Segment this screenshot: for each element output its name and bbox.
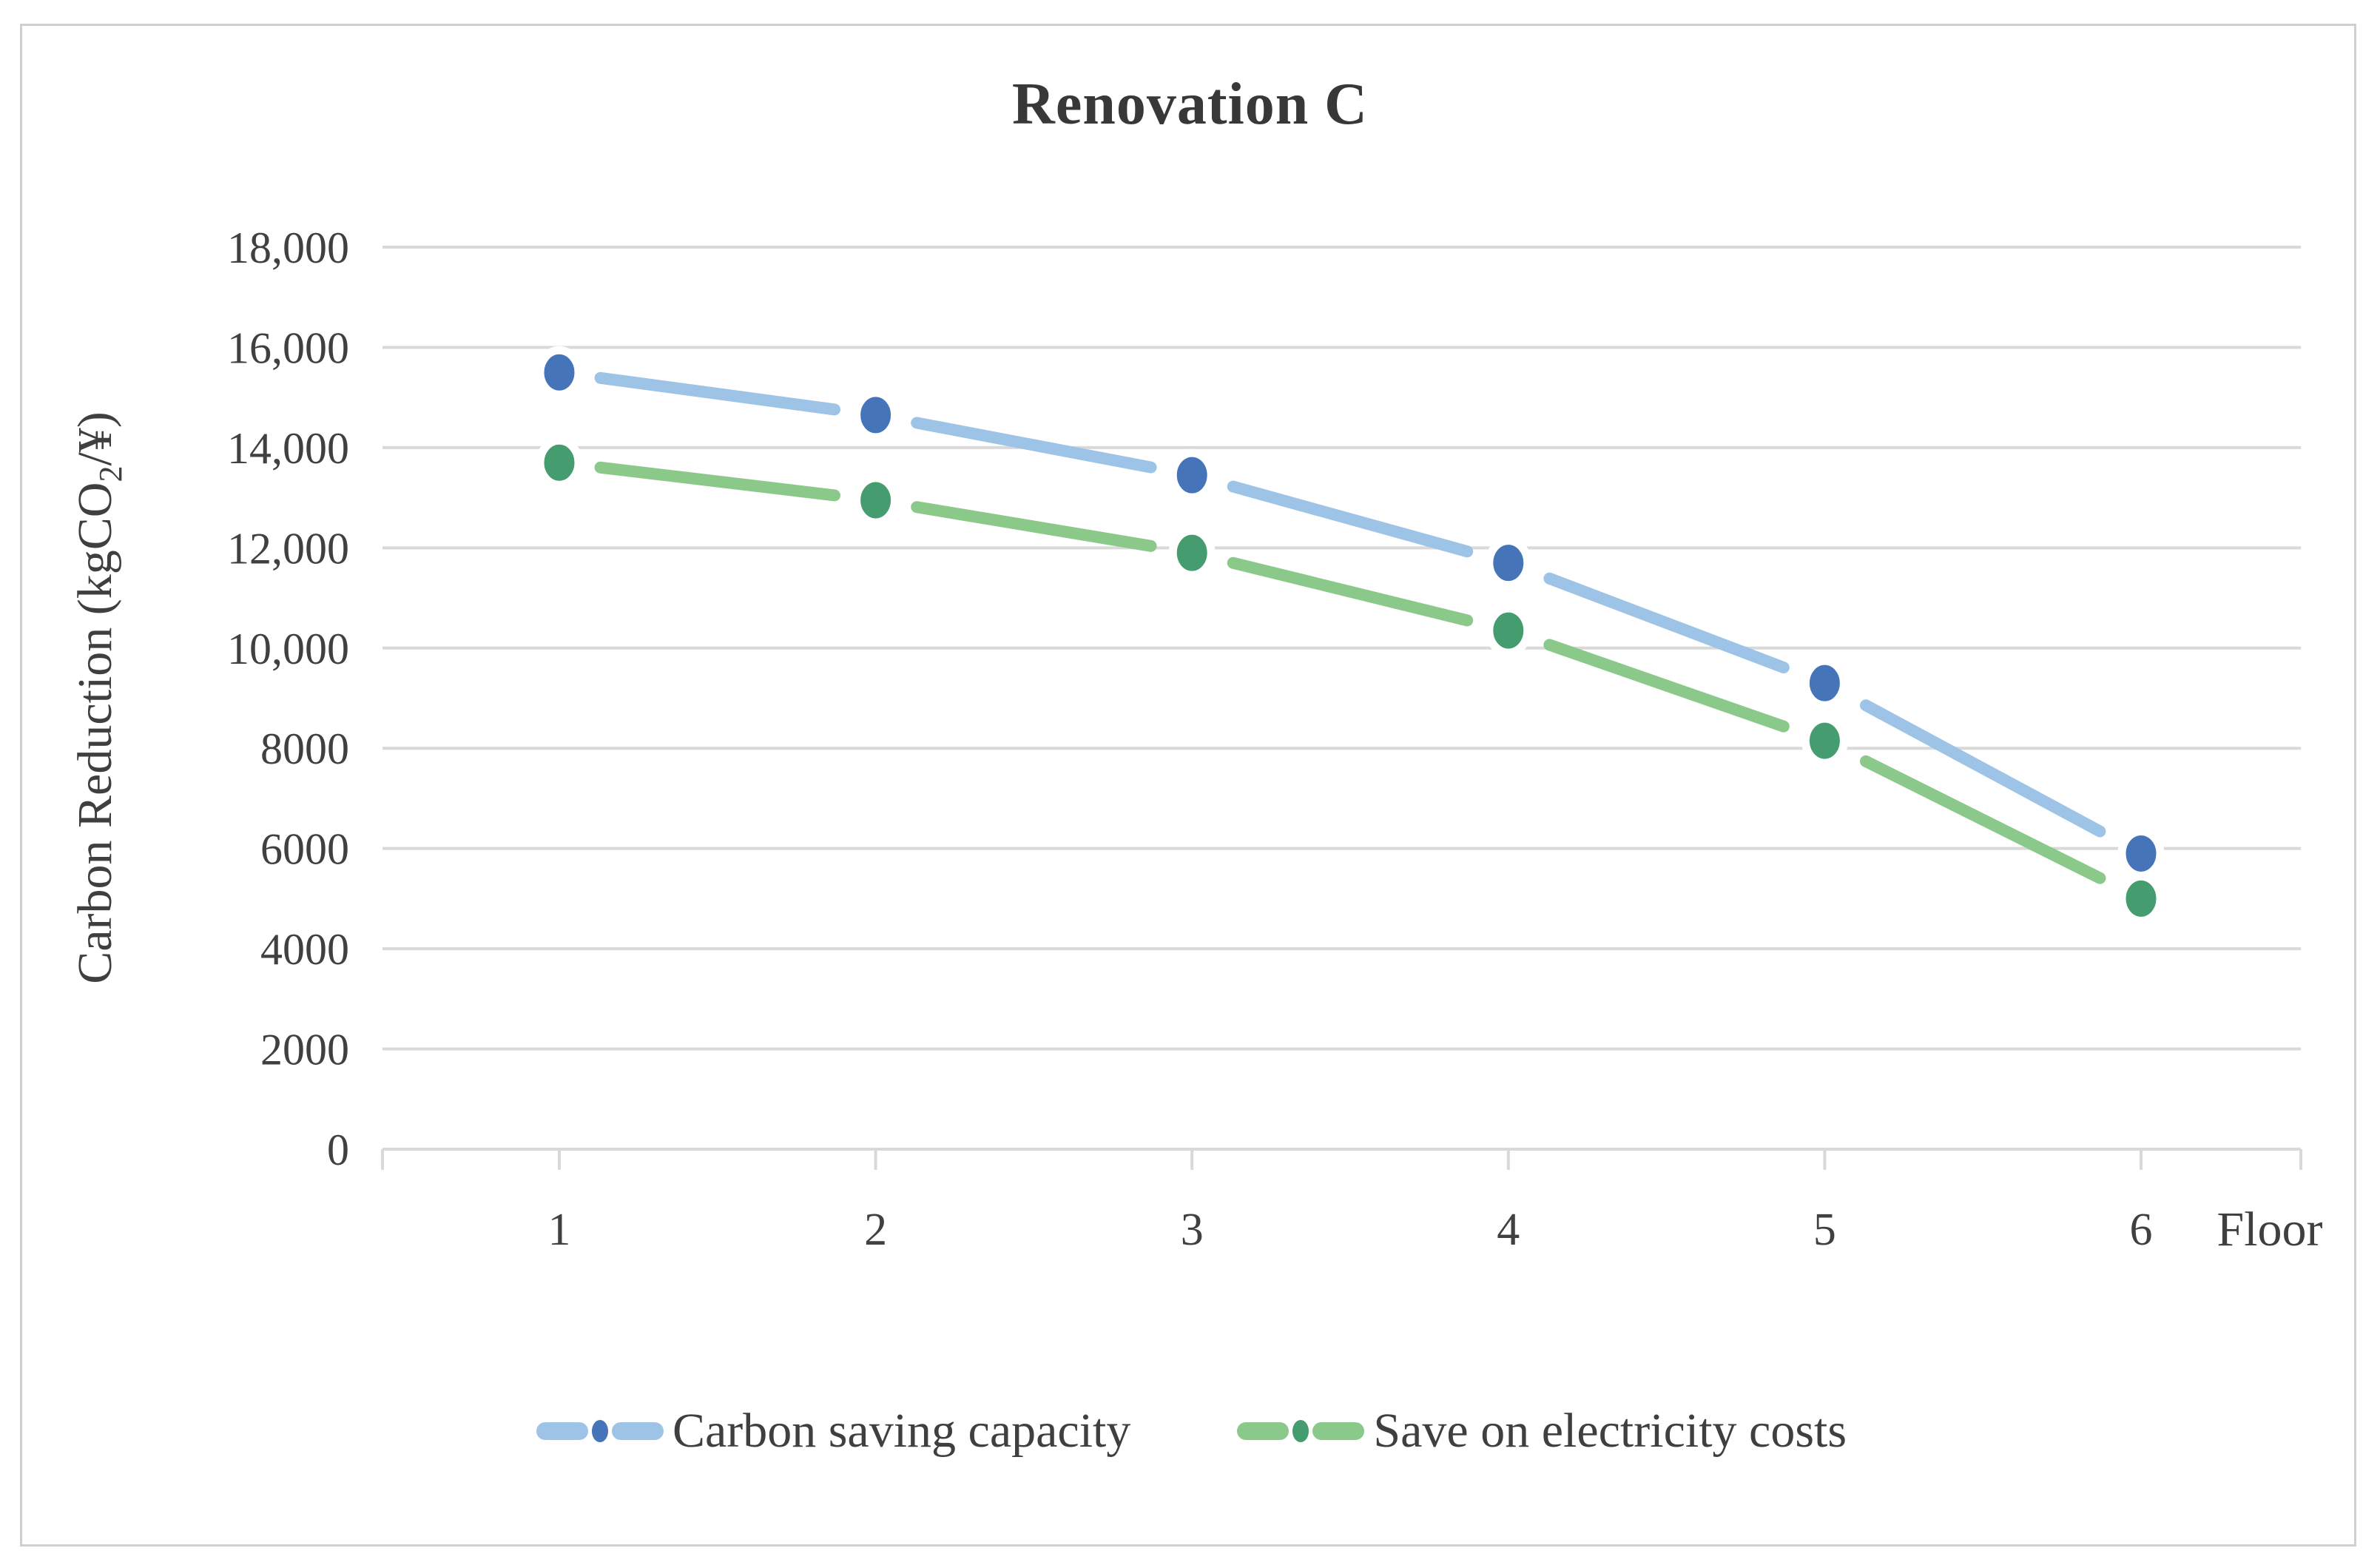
y-axis-title-subscript: 2 <box>92 465 129 482</box>
y-axis-title-unit: /¥) <box>67 411 122 466</box>
series-line-segment <box>594 371 841 416</box>
data-point-marker <box>2117 872 2165 925</box>
y-tick-label: 6000 <box>260 825 349 874</box>
x-tick-label: 6 <box>2130 1205 2153 1255</box>
legend-dash-dot-icon <box>1237 1420 1365 1442</box>
x-tick-label: 1 <box>548 1205 571 1255</box>
y-tick-label: 12,000 <box>227 524 349 573</box>
legend-item-electricity-costs: Save on electricity costs <box>1234 1403 1847 1459</box>
series-line-segment <box>594 461 841 502</box>
y-tick-label: 4000 <box>260 925 349 974</box>
data-point-marker <box>1168 448 1216 502</box>
series-line-segment <box>911 417 1157 474</box>
series-line-segment <box>911 501 1157 552</box>
y-axis-title-text: Carbon Reduction (kgCO <box>67 482 122 984</box>
x-tick-label: 3 <box>1181 1205 1204 1255</box>
y-tick-label: 0 <box>327 1125 349 1174</box>
series-line-segment <box>1543 572 1790 674</box>
series-line-segment <box>1227 480 1474 558</box>
y-tick-label: 10,000 <box>227 625 349 673</box>
series-line-segment <box>1859 755 2106 884</box>
data-point-marker <box>1168 526 1216 579</box>
chart-border <box>20 24 2356 1547</box>
legend-dash-dot-icon <box>536 1420 664 1442</box>
data-point-marker <box>536 436 583 489</box>
legend-label: Save on electricity costs <box>1373 1404 1847 1458</box>
series-line-segment <box>1859 699 2106 838</box>
data-point-marker <box>1801 656 1848 710</box>
x-tick-label: 5 <box>1813 1205 1836 1255</box>
x-tick-label: 4 <box>1497 1205 1520 1255</box>
data-point-marker <box>2117 827 2165 880</box>
series-line-segment <box>1227 556 1474 627</box>
y-tick-label: 14,000 <box>227 424 349 473</box>
data-point-marker <box>536 346 583 399</box>
data-point-marker <box>1801 714 1848 767</box>
series-line-segment <box>1543 639 1790 733</box>
y-tick-label: 16,000 <box>227 323 349 372</box>
legend-label: Carbon saving capacity <box>672 1404 1131 1458</box>
data-point-marker <box>852 474 900 527</box>
legend-item-carbon-saving: Carbon saving capacity <box>533 1403 1130 1459</box>
chart-title: Renovation C <box>1012 72 1368 137</box>
y-axis-title: Carbon Reduction (kgCO2/¥) <box>67 411 129 984</box>
x-axis-title: Floor <box>2216 1202 2323 1256</box>
legend-dot <box>1292 1420 1309 1442</box>
data-point-marker <box>852 388 900 442</box>
data-point-marker <box>1485 536 1532 590</box>
legend: Carbon saving capacity Save on electrici… <box>0 1403 2380 1459</box>
y-tick-label: 2000 <box>260 1026 349 1074</box>
data-point-marker <box>1485 604 1532 657</box>
x-tick-label: 2 <box>864 1205 887 1255</box>
legend-dot <box>591 1420 608 1442</box>
y-tick-label: 18,000 <box>227 223 349 272</box>
y-tick-label: 8000 <box>260 724 349 773</box>
